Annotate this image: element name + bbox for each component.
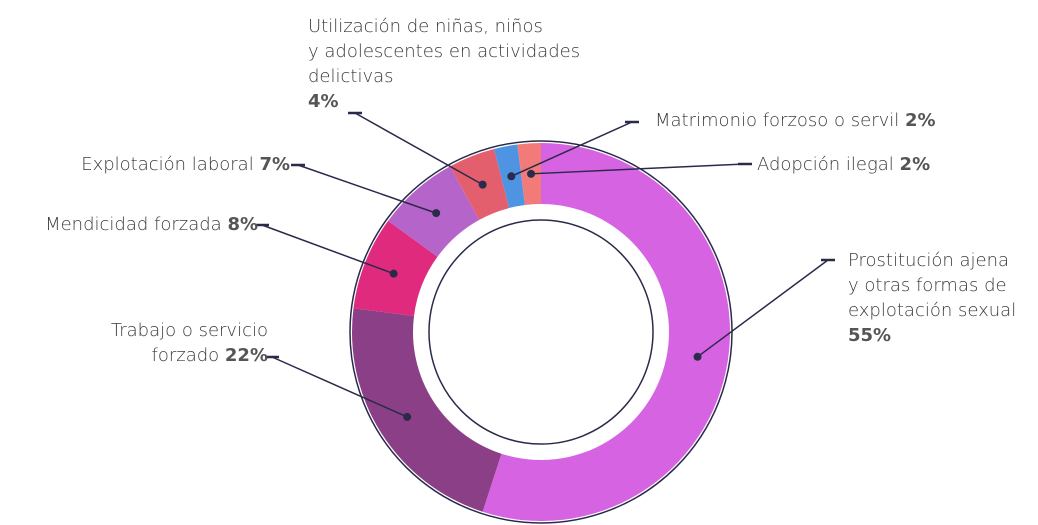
leader-line bbox=[271, 356, 408, 418]
leader-dot bbox=[403, 412, 412, 421]
segment-label: Utilización de niñas, niños y adolescent… bbox=[308, 14, 580, 114]
segment-label: Explotación laboral 7% bbox=[81, 152, 290, 177]
percent-label: 8% bbox=[227, 214, 258, 235]
leader-dot bbox=[478, 180, 487, 189]
segment-label: Matrimonio forzoso o servil 2% bbox=[655, 108, 936, 133]
leader-dot bbox=[389, 269, 398, 278]
category-name: Adopción ilegal bbox=[757, 154, 894, 175]
donut-segment bbox=[482, 143, 731, 522]
category-name: Explotación laboral bbox=[81, 154, 254, 175]
category-name: Matrimonio forzoso o servil bbox=[655, 110, 900, 131]
category-name: Utilización de niñas, niños y adolescent… bbox=[308, 16, 581, 87]
percent-label: 4% bbox=[308, 91, 339, 112]
percent-label: 2% bbox=[899, 154, 931, 175]
donut-segment bbox=[352, 308, 502, 512]
percent-label: 55% bbox=[848, 325, 892, 346]
percent-label: 2% bbox=[905, 110, 936, 131]
inner-ring bbox=[428, 219, 654, 445]
leader-dot bbox=[507, 172, 516, 181]
segment-label: Trabajo o servicio forzado 22% bbox=[111, 318, 268, 368]
segment-label: Prostitución ajena y otras formas de exp… bbox=[848, 248, 1016, 348]
category-name: Trabajo o servicio forzado bbox=[110, 320, 268, 366]
leader-line bbox=[510, 121, 633, 177]
leader-line bbox=[297, 164, 437, 214]
segment-label: Mendicidad forzada 8% bbox=[45, 212, 258, 237]
leader-line bbox=[354, 112, 484, 186]
leader-dot bbox=[432, 209, 441, 218]
leader-line bbox=[697, 259, 829, 358]
percent-label: 7% bbox=[259, 154, 290, 175]
leader-dot bbox=[693, 352, 702, 361]
leader-line bbox=[261, 224, 394, 275]
segment-label: Adopción ilegal 2% bbox=[757, 152, 930, 177]
donut-segment bbox=[353, 220, 438, 316]
category-name: Prostitución ajena y otras formas de exp… bbox=[848, 250, 1017, 321]
category-name: Mendicidad forzada bbox=[45, 214, 222, 235]
leader-line bbox=[531, 163, 746, 175]
leader-dot bbox=[527, 169, 536, 178]
percent-label: 22% bbox=[224, 345, 268, 366]
